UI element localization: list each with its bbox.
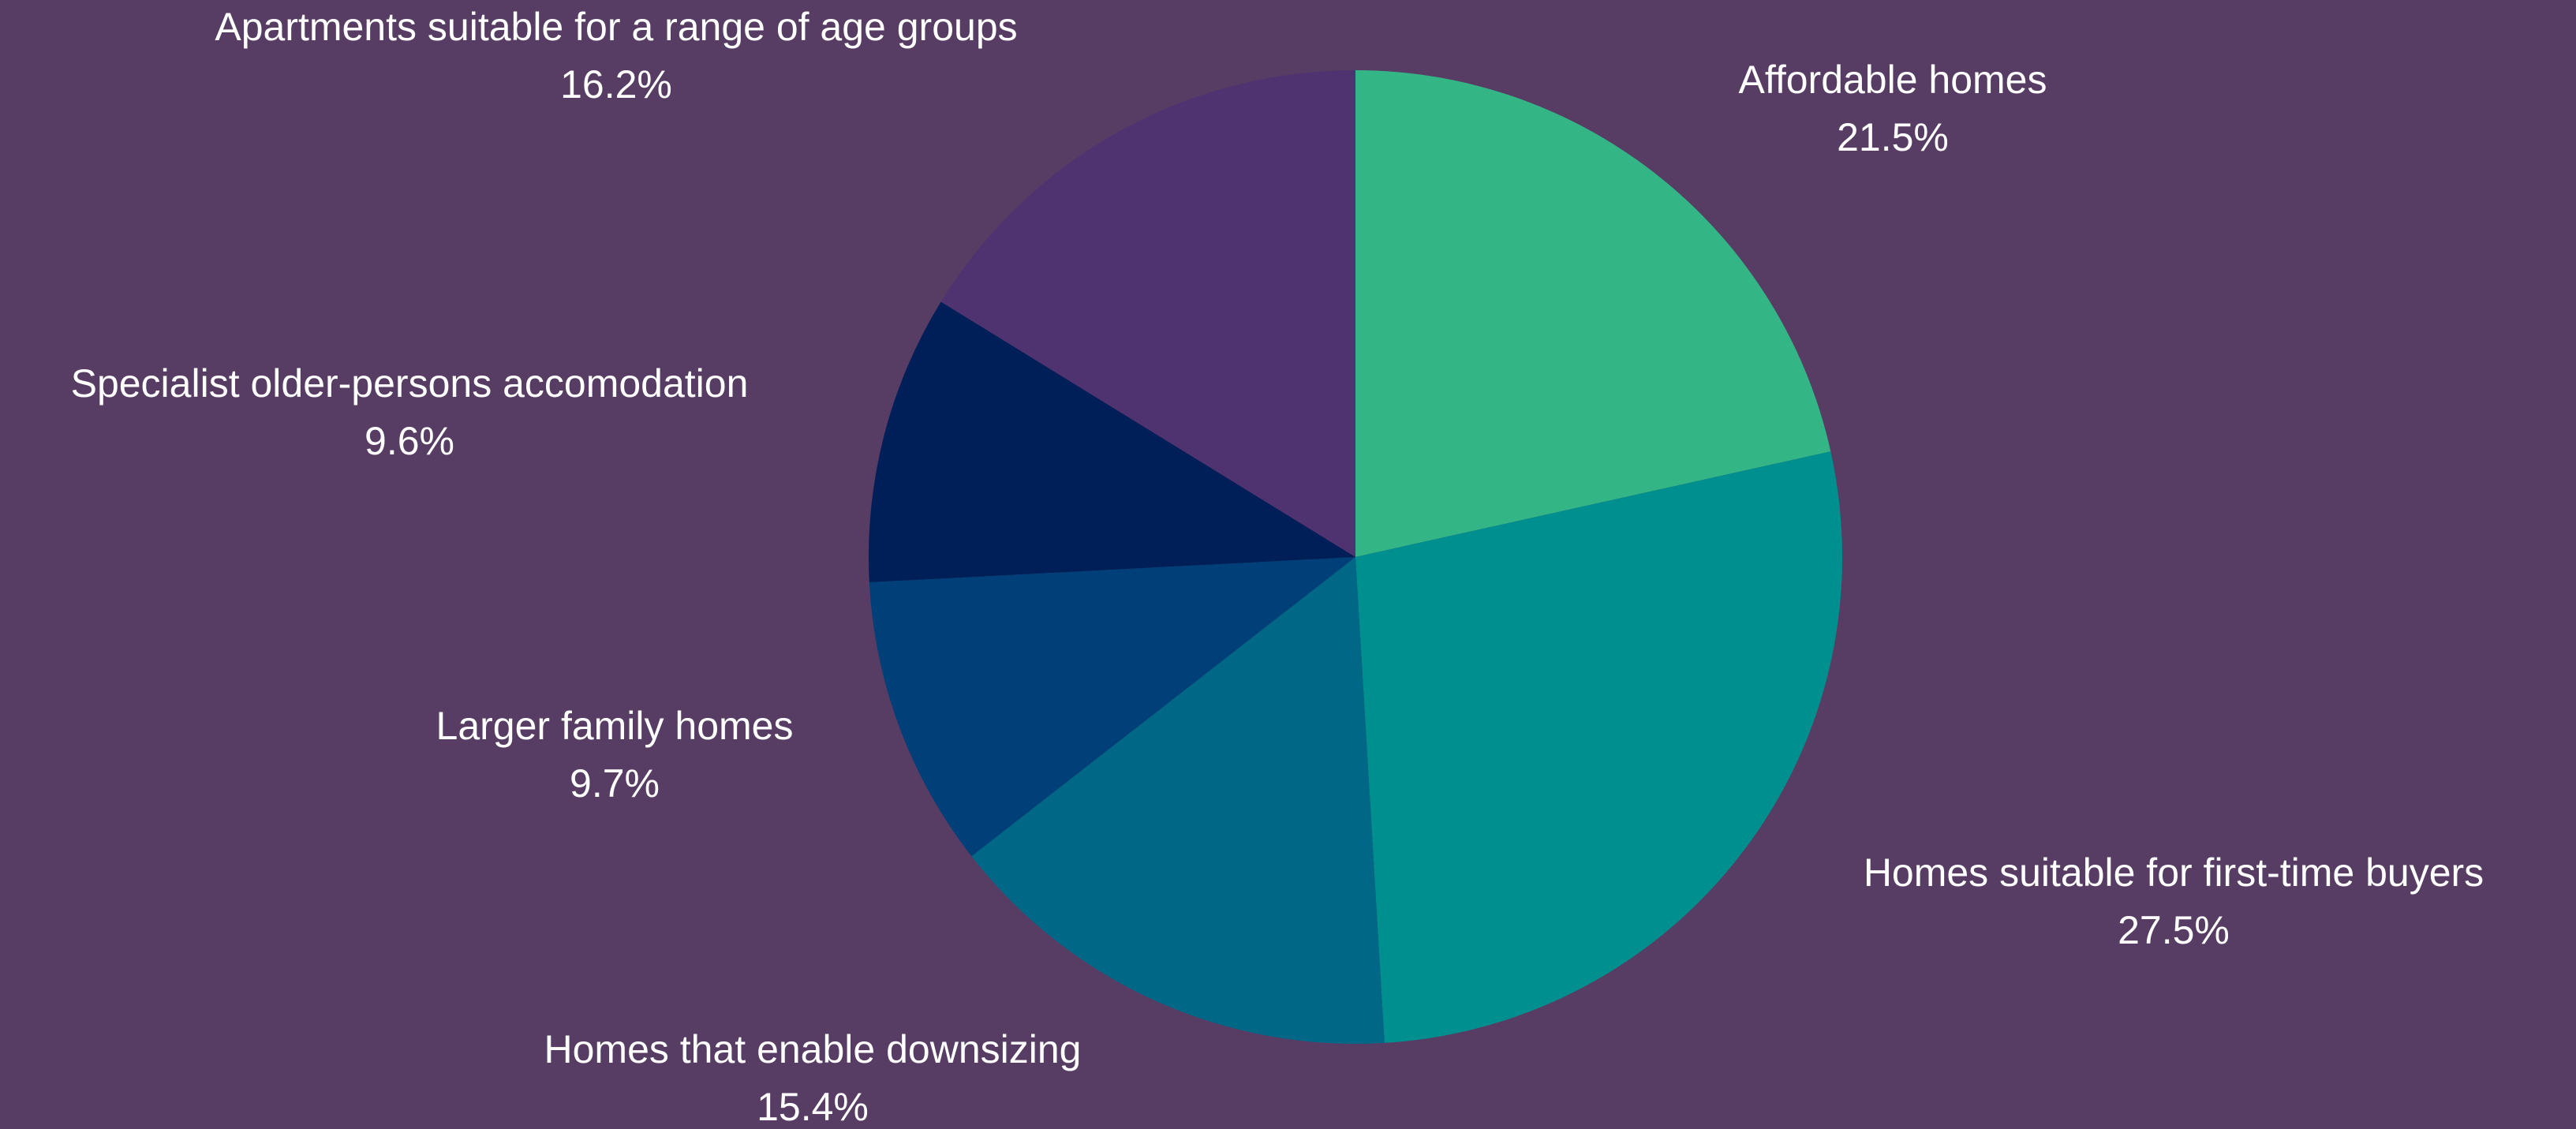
slice-value-label: 9.6% <box>365 419 454 463</box>
slice-value-label: 15.4% <box>757 1085 869 1129</box>
slice-value-label: 9.7% <box>570 761 660 806</box>
slice-category-label: Homes suitable for first-time buyers <box>1864 850 2484 895</box>
slice-category-label: Apartments suitable for a range of age g… <box>215 5 1017 49</box>
slice-category-label: Larger family homes <box>436 704 794 748</box>
slice-value-label: 21.5% <box>1837 115 1949 159</box>
slice-category-label: Specialist older-persons accomodation <box>71 361 749 406</box>
slice-value-label: 27.5% <box>2118 908 2230 952</box>
slices-layer <box>868 70 1842 1045</box>
slice-category-label: Affordable homes <box>1739 58 2047 102</box>
pie-slice <box>868 301 1355 582</box>
pie-slice <box>1355 451 1842 1043</box>
pie-slice <box>1355 70 1831 557</box>
slice-category-label: Homes that enable downsizing <box>544 1027 1082 1071</box>
slice-value-label: 16.2% <box>560 62 672 107</box>
pie-slice <box>940 70 1355 557</box>
pie-slice <box>971 557 1385 1045</box>
labels-layer: Affordable homes 21.5% Homes suitable for … <box>71 5 2484 1129</box>
pie-slice <box>869 557 1355 857</box>
